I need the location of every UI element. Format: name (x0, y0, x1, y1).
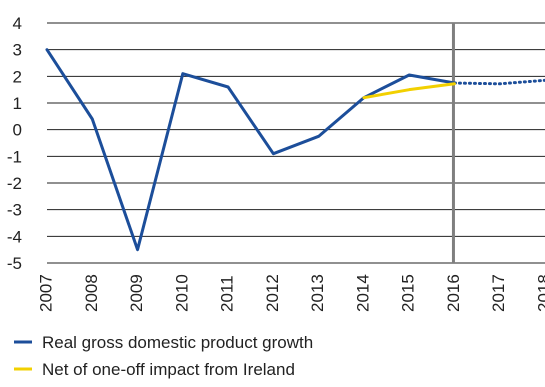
y-tick-label: 2 (13, 67, 22, 86)
y-tick-label: 4 (13, 14, 22, 33)
y-tick-label: -1 (7, 147, 22, 166)
x-tick-label: 2009 (127, 274, 146, 312)
x-tick-label: 2014 (353, 274, 372, 312)
legend-label: Net of one-off impact from Ireland (42, 360, 295, 379)
series-lines (45, 48, 545, 252)
x-axis-ticks: 2007 2008 2009 2010 2011 2012 2013 2014 2015 2016… (36, 274, 545, 312)
gridlines (47, 22, 545, 264)
x-tick-label: 2012 (263, 274, 282, 312)
legend: Real gross domestic product growth Net of… (14, 333, 313, 379)
x-tick-label: 2013 (308, 274, 327, 312)
y-tick-label: -3 (7, 201, 22, 220)
y-tick-label: -4 (7, 227, 22, 246)
series-line (452, 78, 545, 86)
x-tick-label: 2018 (534, 274, 545, 312)
y-tick-label: 3 (13, 41, 22, 60)
x-tick-label: 2007 (36, 274, 55, 312)
y-tick-label: 0 (13, 121, 22, 140)
y-tick-label: -2 (7, 174, 22, 193)
x-tick-label: 2017 (489, 274, 508, 312)
y-tick-label: -5 (7, 254, 22, 273)
x-tick-label: 2015 (399, 274, 418, 312)
x-tick-label: 2016 (444, 274, 463, 312)
y-axis-ticks: 4 3 2 1 0 -1 -2 -3 -4 -5 (7, 14, 22, 273)
y-tick-label: 1 (13, 94, 22, 113)
x-tick-label: 2011 (218, 275, 237, 312)
series-line (45, 48, 456, 252)
legend-label: Real gross domestic product growth (42, 333, 313, 352)
x-tick-label: 2008 (82, 274, 101, 312)
x-tick-label: 2010 (172, 274, 191, 312)
